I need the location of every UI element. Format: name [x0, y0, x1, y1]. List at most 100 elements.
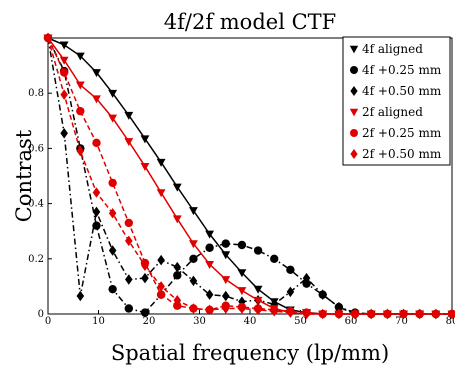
data-point [399, 308, 408, 320]
data-point [335, 308, 343, 320]
data-point [448, 308, 455, 320]
data-point [92, 69, 101, 78]
data-point [302, 308, 311, 320]
y-tick-label: 0.4 [28, 199, 44, 210]
legend-marker [350, 129, 358, 137]
data-point [221, 303, 230, 314]
data-point [351, 308, 359, 320]
data-point [59, 56, 69, 65]
x-tick-label: 30 [193, 316, 206, 327]
x-tick-label: 50 [294, 316, 307, 327]
x-axis-label: Spatial frequency (lp/mm) [111, 341, 389, 365]
data-point [415, 308, 424, 320]
legend-label: 4f +0.50 mm [362, 84, 442, 98]
data-point [237, 240, 247, 250]
data-point [92, 187, 101, 198]
data-point [157, 254, 165, 266]
data-point [253, 296, 263, 305]
data-point [318, 308, 327, 320]
legend-marker [349, 45, 359, 54]
y-tick-label: 0.2 [28, 254, 44, 265]
data-point [432, 308, 440, 320]
data-point [189, 303, 198, 314]
data-point [318, 289, 327, 300]
data-point [205, 260, 215, 269]
data-point [173, 294, 182, 306]
data-point [156, 189, 166, 198]
data-point [270, 254, 279, 263]
legend-label: 2f +0.25 mm [362, 126, 442, 140]
data-point [92, 206, 101, 218]
data-point [173, 301, 182, 310]
data-point [156, 158, 166, 167]
data-point [286, 286, 295, 298]
data-point [124, 218, 133, 228]
data-point [383, 308, 392, 320]
data-point [140, 308, 150, 317]
data-point [76, 106, 85, 116]
data-point [140, 135, 150, 144]
legend-label: 4f aligned [362, 42, 423, 56]
data-point [302, 279, 311, 288]
data-point [76, 145, 85, 157]
data-point [108, 284, 117, 294]
data-point [221, 251, 231, 260]
x-tick-label: 40 [244, 316, 257, 327]
data-point [108, 245, 117, 256]
data-point [59, 68, 69, 77]
legend: 4f aligned 4f +0.25 mm 4f +0.50 mm 2f align… [342, 36, 451, 166]
data-point [302, 272, 311, 284]
data-point [92, 138, 101, 148]
y-tick-label: 0 [38, 309, 44, 320]
data-point [270, 299, 279, 310]
data-point [108, 89, 118, 98]
x-tick-label: 80 [446, 316, 455, 327]
data-point [221, 276, 231, 285]
legend-marker [350, 149, 358, 159]
data-point [237, 269, 247, 278]
legend-marker [350, 66, 358, 74]
data-point [221, 290, 230, 302]
data-point [125, 235, 133, 247]
series-5 [44, 32, 455, 320]
data-point [221, 239, 230, 248]
y-tick-label: 0.8 [28, 88, 44, 99]
data-point [205, 243, 214, 252]
data-point [172, 183, 182, 192]
data-point [76, 290, 85, 302]
data-point [189, 207, 198, 216]
legend-label: 2f aligned [362, 105, 423, 119]
data-point [157, 281, 165, 292]
data-point [44, 32, 52, 44]
data-point [75, 81, 85, 90]
data-point [367, 308, 375, 320]
data-point [189, 240, 198, 249]
x-tick-label: 70 [395, 316, 408, 327]
chart-title: 4f/2f model CTF [164, 10, 336, 34]
data-point [173, 271, 182, 280]
data-point [108, 208, 117, 219]
legend-label: 2f +0.50 mm [362, 147, 442, 161]
data-point [254, 304, 262, 316]
data-point [60, 89, 68, 100]
data-point [173, 261, 182, 273]
data-point [92, 95, 101, 104]
legend-label: 4f +0.25 mm [362, 63, 442, 77]
data-point [124, 304, 133, 313]
data-point [59, 41, 69, 50]
data-point [189, 254, 198, 263]
y-tick-label: 0.6 [28, 143, 44, 154]
data-point [237, 287, 247, 296]
data-point [238, 303, 246, 314]
data-point [253, 285, 263, 294]
legend-box [342, 36, 451, 166]
data-point [205, 289, 214, 300]
data-point [205, 230, 215, 239]
data-point [141, 272, 149, 284]
data-point [270, 305, 279, 317]
x-tick-label: 10 [92, 316, 105, 327]
data-point [108, 114, 118, 123]
data-point [124, 111, 134, 120]
legend-marker [349, 108, 359, 117]
data-point [253, 246, 263, 255]
